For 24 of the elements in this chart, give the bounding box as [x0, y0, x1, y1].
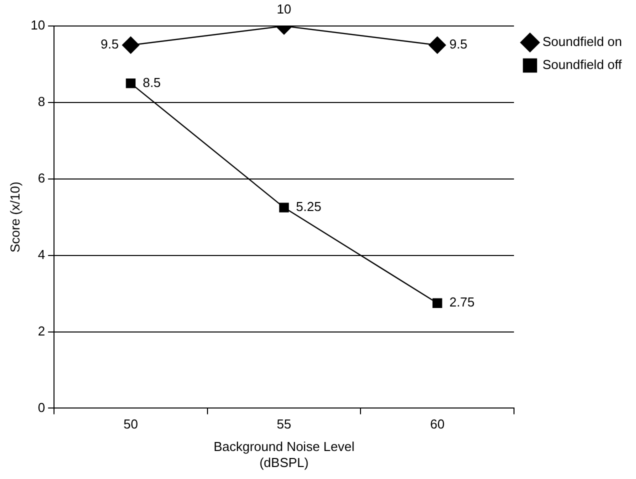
y-tick-label: 6	[38, 170, 46, 186]
y-tick-label: 0	[38, 400, 46, 415]
legend-label: Soundfield off	[542, 57, 622, 72]
x-tick-label: 60	[430, 416, 445, 432]
y-tick-label: 10	[30, 18, 46, 33]
legend-label: Soundfield on	[542, 34, 622, 50]
data-label: 10	[276, 2, 292, 17]
y-axis-title: Score (x/10)	[7, 182, 22, 253]
point	[126, 78, 136, 88]
point	[432, 298, 442, 308]
data-label: 5.25	[296, 199, 322, 214]
data-label: 2.75	[449, 294, 475, 310]
y-tick-label: 2	[38, 323, 46, 338]
x-tick-label: 50	[123, 416, 138, 432]
point	[428, 36, 446, 54]
y-tick-label: 4	[38, 246, 46, 262]
point	[279, 202, 289, 212]
x-tick-label: 55	[276, 416, 292, 432]
point	[122, 36, 140, 54]
x-axis-title: Background Noise Level (dBSPL)	[214, 439, 355, 470]
data-label: 9.5	[100, 36, 119, 52]
y-tick-label: 8	[38, 94, 46, 110]
data-label: 9.5	[449, 36, 468, 52]
data-label: 8.5	[142, 74, 161, 90]
